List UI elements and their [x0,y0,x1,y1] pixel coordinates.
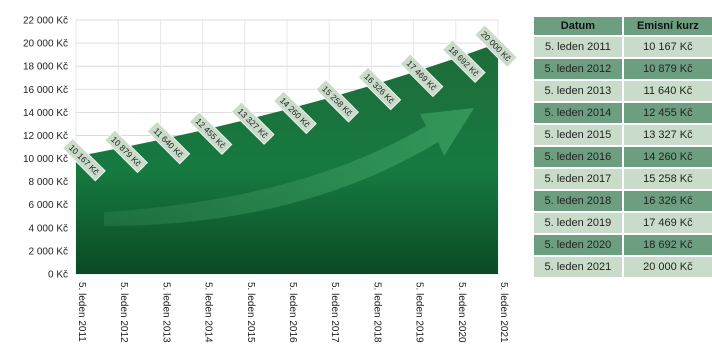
table-header-row: Datum Emisní kurz [534,17,712,35]
data-label-box [62,137,106,182]
table-row: 5. leden 2018 16 326 Kč [534,191,712,211]
y-tick-label: 10 000 Kč [23,154,68,165]
x-tick-label: 5. leden 2020 [456,282,467,343]
cell-kurz: 13 327 Kč [623,125,712,145]
x-axis: 5. leden 2011 5. leden 2012 5. leden 2013 5… [76,282,509,343]
table-row: 5. leden 2015 13 327 Kč [534,125,712,145]
x-tick-label: 5. leden 2014 [203,282,214,343]
y-axis: 0 Kč 2 000 Kč 4 000 Kč 6 000 Kč 8 000 Kč 10 0… [23,16,68,281]
table-row: 5. leden 2020 18 692 Kč [534,235,712,255]
cell-datum: 5. leden 2013 [534,81,624,101]
y-tick-label: 22 000 Kč [23,16,68,27]
x-tick-label: 5. leden 2016 [287,282,298,343]
cell-kurz: 11 640 Kč [623,81,712,101]
data-label-box [146,120,191,165]
y-tick-label: 12 000 Kč [23,131,68,142]
data-label-box [104,129,148,174]
x-tick-label: 5. leden 2012 [118,282,129,343]
table-row: 5. leden 2019 17 469 Kč [534,213,712,233]
data-label-box [315,79,359,123]
cell-datum: 5. leden 2012 [534,59,624,79]
table-row: 5. leden 2014 12 455 Kč [534,103,712,123]
cell-kurz: 12 455 Kč [623,103,712,123]
cell-kurz: 18 692 Kč [623,235,712,255]
x-tick-label: 5. leden 2015 [245,282,256,343]
table-row: 5. leden 2017 15 258 Kč [534,169,712,189]
cell-datum: 5. leden 2020 [534,235,624,255]
cell-datum: 5. leden 2016 [534,147,624,167]
cell-kurz: 10 879 Kč [623,59,712,79]
header-emisni-kurz: Emisní kurz [623,17,712,35]
x-tick-label: 5. leden 2011 [76,282,87,342]
y-tick-label: 20 000 Kč [23,39,68,50]
x-tick-label: 5. leden 2018 [371,282,382,343]
data-label-box [442,39,486,83]
x-tick-label: 5. leden 2017 [329,282,340,343]
cell-datum: 5. leden 2018 [534,191,624,211]
y-tick-label: 6 000 Kč [29,200,68,211]
cell-datum: 5. leden 2017 [534,169,624,189]
cell-datum: 5. leden 2015 [534,125,624,145]
table-row: 5. leden 2021 20 000 Kč [534,257,712,277]
data-label-box [357,66,402,111]
x-tick-label: 5. leden 2013 [160,282,171,343]
cell-kurz: 16 326 Kč [623,191,712,211]
x-tick-label: 5. leden 2019 [414,282,425,343]
table-row: 5. leden 2011 10 167 Kč [534,37,712,57]
data-label-box [474,24,518,68]
y-tick-label: 2 000 Kč [29,246,68,257]
cell-kurz: 20 000 Kč [623,257,712,277]
cell-kurz: 17 469 Kč [623,213,712,233]
data-label-box [188,111,233,155]
data-label-box [231,101,275,145]
y-tick-label: 14 000 Kč [23,108,68,119]
header-datum: Datum [534,17,624,35]
x-tick-label: 5. leden 2021 [498,282,509,343]
cell-kurz: 14 260 Kč [623,147,712,167]
cell-kurz: 10 167 Kč [623,37,712,57]
cell-kurz: 15 258 Kč [623,169,712,189]
y-tick-label: 0 Kč [48,270,68,281]
cell-datum: 5. leden 2021 [534,257,624,277]
y-tick-label: 18 000 Kč [23,62,68,73]
table-row: 5. leden 2012 10 879 Kč [534,59,712,79]
y-tick-label: 16 000 Kč [23,85,68,96]
y-tick-label: 8 000 Kč [29,177,68,188]
data-label-box [273,90,317,135]
y-tick-label: 4 000 Kč [29,223,68,234]
cell-datum: 5. leden 2011 [534,37,624,57]
trend-arrow [104,108,474,226]
cell-datum: 5. leden 2019 [534,213,624,233]
rate-table: Datum Emisní kurz 5. leden 2011 10 167 Kč… [534,15,712,279]
table-row: 5. leden 2016 14 260 Kč [534,147,712,167]
table-row: 5. leden 2013 11 640 Kč [534,81,712,101]
data-label-box [399,53,444,98]
cell-datum: 5. leden 2014 [534,103,624,123]
